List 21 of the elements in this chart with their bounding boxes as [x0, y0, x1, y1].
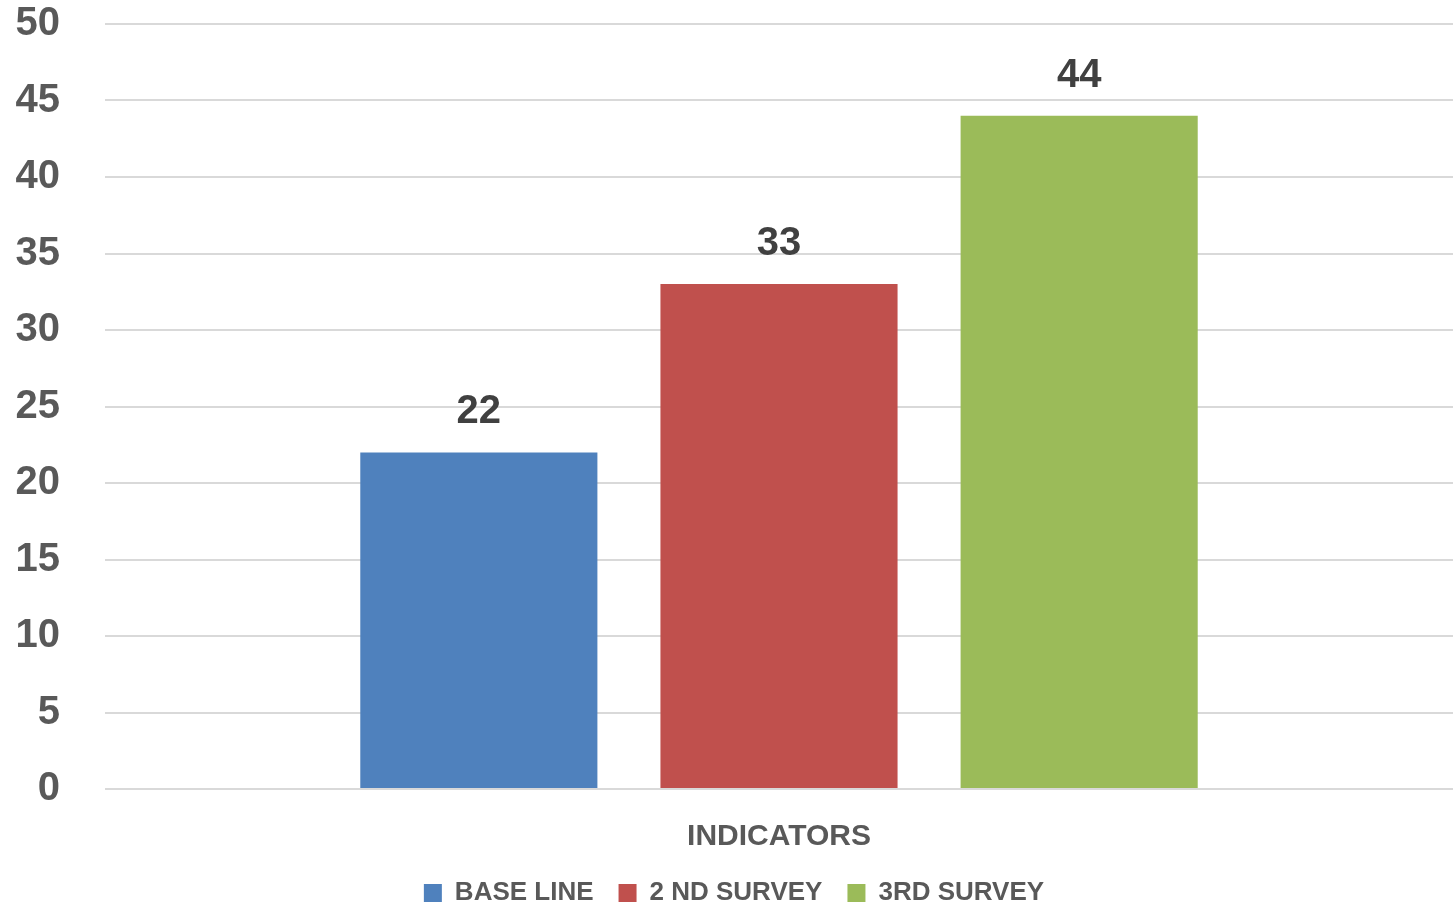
y-tick-label: 25: [15, 381, 60, 426]
y-tick-label: 35: [15, 228, 60, 273]
y-tick-label: 5: [37, 687, 60, 732]
bar: [960, 115, 1198, 788]
data-label: 22: [456, 387, 502, 432]
data-label: 44: [1056, 50, 1103, 95]
y-tick-label: 45: [15, 75, 60, 120]
bar: [660, 284, 898, 788]
y-tick-label: 0: [37, 764, 60, 809]
legend-label: 3RD SURVEY: [878, 876, 1045, 907]
data-label: 33: [756, 219, 802, 264]
y-tick-label: 10: [15, 611, 60, 656]
bar: [360, 452, 598, 788]
y-tick-label: 20: [15, 458, 60, 503]
y-tick-label: 15: [15, 534, 60, 579]
legend-label: 2 ND SURVEY: [649, 876, 823, 907]
y-tick-label: 30: [15, 305, 60, 350]
y-tick-label: 50: [15, 0, 60, 44]
x-tick-label: INDICATORS: [687, 818, 871, 852]
y-tick-label: 40: [15, 152, 60, 197]
legend-label: BASE LINE: [454, 876, 594, 907]
